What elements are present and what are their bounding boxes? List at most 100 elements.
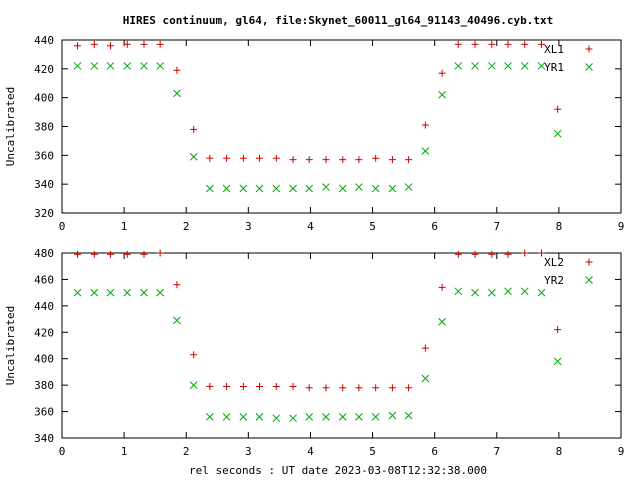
data-point (339, 384, 347, 392)
data-point (504, 40, 512, 48)
data-point (256, 154, 264, 162)
data-point (173, 281, 181, 289)
x-tick-label: 1 (121, 220, 128, 233)
data-point (405, 156, 413, 164)
data-point (454, 287, 463, 296)
data-point (339, 156, 347, 164)
data-point (488, 40, 496, 48)
data-point (106, 62, 115, 70)
data-point (521, 249, 529, 257)
data-point (471, 40, 479, 48)
y-tick-label: 340 (34, 178, 54, 191)
data-point (239, 413, 248, 421)
y-tick-label: 340 (34, 432, 54, 445)
y-tick-label: 360 (34, 406, 54, 419)
data-point (206, 382, 214, 390)
data-point (73, 62, 82, 70)
data-point (471, 250, 479, 258)
data-point (156, 62, 164, 70)
data-point (289, 382, 297, 390)
data-point (205, 413, 214, 421)
x-tick-label: 4 (307, 445, 314, 458)
data-point (355, 156, 363, 164)
legend-marker (585, 45, 593, 53)
x-tick-label: 8 (556, 445, 563, 458)
y-tick-label: 440 (34, 34, 54, 47)
data-point (504, 250, 512, 258)
y-axis-label: Uncalibrated (4, 87, 17, 166)
y-tick-label: 320 (34, 207, 54, 220)
plot-frame (61, 252, 622, 439)
data-point (74, 250, 82, 258)
x-tick-label: 0 (59, 220, 66, 233)
data-point (388, 411, 397, 420)
chart-title: HIRES continuum, gl64, file:Skynet_60011… (123, 14, 553, 27)
data-point (272, 184, 281, 193)
data-point (239, 382, 247, 390)
x-tick-label: 5 (369, 220, 376, 233)
data-point (454, 40, 462, 48)
data-point (90, 40, 98, 48)
data-point (372, 384, 380, 392)
data-point (305, 156, 313, 164)
data-point (554, 105, 562, 113)
data-point (256, 382, 264, 390)
data-point (239, 184, 248, 193)
y-tick-label: 420 (34, 63, 54, 76)
data-point (123, 62, 132, 70)
data-point (173, 316, 181, 325)
data-point (173, 89, 181, 98)
y-tick-label: 380 (34, 379, 54, 392)
legend-marker (585, 258, 593, 266)
x-tick-label: 6 (431, 220, 438, 233)
data-point (487, 62, 496, 70)
data-point (521, 40, 529, 48)
data-point (140, 288, 148, 297)
plot-panels: 0 1 2 3 4 5 6 7 8 9320340360380400420440Uncalibra… (4, 34, 624, 458)
data-point (156, 249, 164, 257)
data-point (322, 384, 330, 392)
y-axis-label: Uncalibrated (4, 306, 17, 385)
x-tick-label: 9 (618, 445, 625, 458)
data-point (438, 283, 446, 291)
legend-marker (585, 63, 593, 71)
data-point (438, 69, 446, 77)
data-point (205, 184, 214, 193)
x-tick-label: 3 (245, 220, 252, 233)
data-point (123, 40, 131, 48)
y-tick-label: 460 (34, 273, 54, 286)
x-tick-label: 7 (493, 445, 500, 458)
data-point (554, 326, 562, 334)
data-point (90, 250, 98, 258)
x-tick-label: 2 (183, 220, 190, 233)
panel-1: 0 1 2 3 4 5 6 7 8 9 320 340 360 380 400 420 440 Uncalibra… (4, 34, 624, 233)
data-point (222, 184, 231, 193)
data-point (289, 156, 297, 164)
data-point (372, 154, 380, 162)
data-point (355, 183, 363, 191)
data-point (355, 384, 363, 392)
data-point (173, 66, 181, 74)
data-point (454, 62, 463, 70)
data-point (421, 374, 430, 383)
y-tick-label: 380 (34, 121, 54, 134)
data-point (504, 287, 512, 296)
y-tick-label: 420 (34, 326, 54, 339)
data-point (206, 154, 214, 162)
data-point (190, 351, 198, 359)
data-point (289, 414, 297, 423)
data-point (190, 125, 198, 133)
data-point (223, 154, 231, 162)
data-point (106, 42, 114, 50)
data-point (537, 288, 546, 297)
data-point (388, 184, 397, 193)
data-point (388, 156, 396, 164)
data-point (305, 384, 313, 392)
x-tick-label: 2 (183, 445, 190, 458)
data-point (405, 384, 413, 392)
series-XL1 (74, 40, 562, 164)
data-point (438, 90, 446, 99)
data-point (305, 184, 314, 193)
data-point (90, 288, 99, 297)
data-point (520, 287, 529, 296)
